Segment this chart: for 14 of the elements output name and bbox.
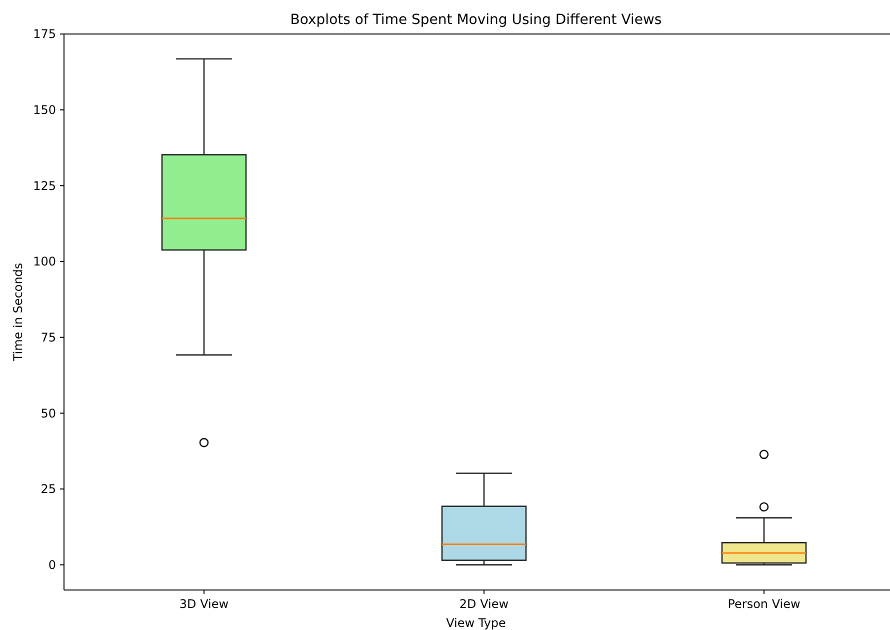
y-tick-label: 75 [40, 330, 56, 345]
x-tick-label: 3D View [179, 597, 229, 611]
y-tick-label: 175 [33, 27, 56, 42]
y-tick-label: 50 [40, 406, 56, 420]
y-tick-label: 25 [40, 482, 56, 496]
y-tick-label: 0 [48, 558, 56, 572]
y-tick-label: 150 [33, 103, 56, 118]
y-tick-label: 125 [33, 178, 56, 193]
x-axis-title: View Type [446, 616, 506, 630]
y-tick-label: 100 [33, 254, 56, 269]
y-axis-title: Time in Seconds [11, 262, 25, 362]
x-tick-label: 2D View [459, 597, 509, 611]
x-tick-label: Person View [728, 597, 800, 611]
chart-title: Boxplots of Time Spent Moving Using Different Views [290, 12, 662, 28]
